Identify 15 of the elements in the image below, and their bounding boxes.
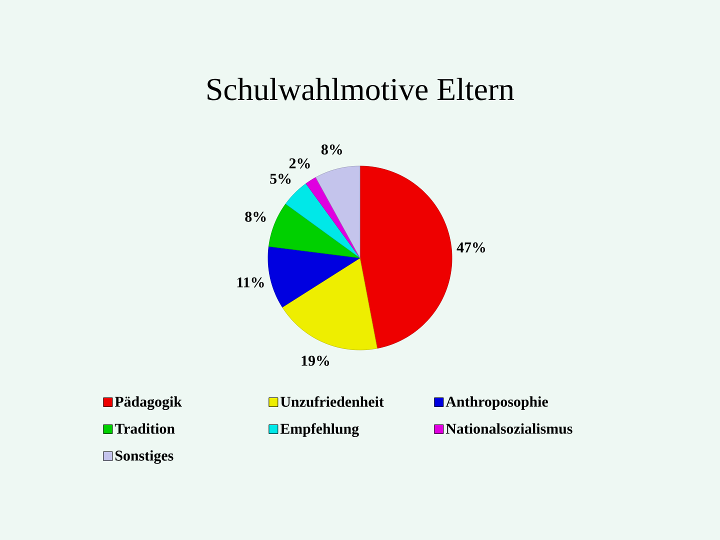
data-label: 2%: [289, 158, 310, 169]
data-label: 19%: [302, 356, 330, 366]
legend-label: Pädagogik: [114, 396, 182, 410]
chart-title: Schulwahlmotive Eltern: [208, 78, 514, 100]
data-label: 11%: [237, 277, 264, 288]
legend-label: Unzufriedenheit: [280, 396, 384, 407]
data-label: 5%: [270, 174, 291, 184]
legend-label: Tradition: [114, 423, 175, 434]
data-label: 8%: [321, 144, 342, 155]
legend-label: Nationalsozialismus: [446, 423, 572, 434]
legend-label: Empfehlung: [280, 423, 359, 438]
data-label: 47%: [456, 242, 486, 253]
data-label: 8%: [245, 212, 266, 222]
legend-label: Sonstiges: [115, 450, 174, 464]
legend-label: Anthroposophie: [446, 396, 548, 410]
